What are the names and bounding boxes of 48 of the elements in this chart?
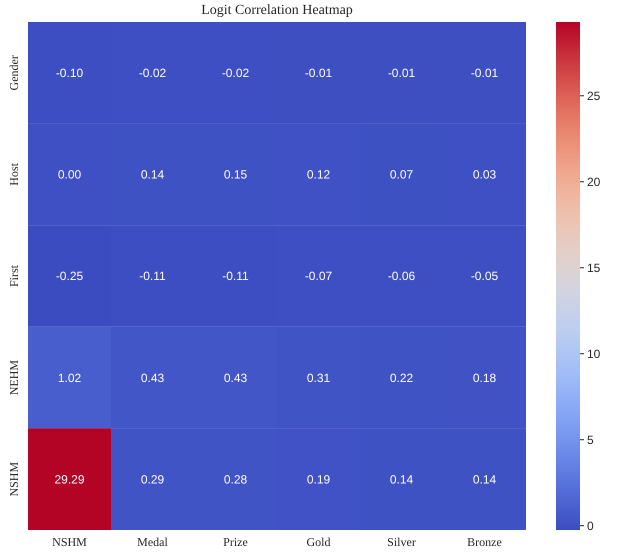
data-label: 0.18 (472, 370, 496, 385)
data-label: 0.00 (58, 168, 82, 182)
color-bar-label: 5 (587, 432, 594, 447)
data-label: 1.02 (58, 370, 82, 385)
data-label: 0.12 (306, 168, 330, 182)
data-label: 0.29 (140, 472, 164, 486)
color-bar-label: 15 (587, 260, 601, 275)
data-label: -0.05 (470, 269, 498, 284)
x-tick-label: Medal (137, 535, 168, 549)
data-label: -0.25 (56, 269, 84, 284)
data-label: -0.01 (388, 66, 416, 80)
data-label: 0.31 (306, 370, 330, 385)
data-label: -0.10 (56, 66, 84, 80)
data-label: 0.14 (390, 472, 414, 486)
x-tick-label: NSHM (52, 535, 88, 549)
data-label: 0.07 (390, 168, 414, 182)
data-label: 0.19 (306, 472, 330, 486)
data-label: -0.11 (222, 269, 250, 284)
y-tick-label: First (7, 264, 21, 288)
data-label: -0.11 (139, 269, 166, 284)
data-label: 0.28 (224, 472, 248, 486)
y-tick-label: Host (7, 162, 21, 186)
color-bar-label: 25 (587, 88, 601, 103)
data-label: -0.06 (388, 269, 416, 284)
data-label: 0.14 (140, 168, 164, 182)
data-label: 0.43 (224, 370, 248, 385)
data-label: -0.01 (470, 66, 498, 80)
color-bar-label: 0 (587, 518, 594, 533)
data-label: 29.29 (54, 472, 85, 486)
chart-title: Logit Correlation Heatmap (201, 3, 353, 18)
color-bar-label: 10 (587, 346, 601, 361)
data-label: -0.01 (304, 66, 332, 80)
y-tick-label: Gender (7, 55, 21, 90)
data-label: -0.02 (222, 66, 250, 80)
x-tick-label: Prize (223, 535, 248, 549)
color-bar-label: 20 (587, 174, 601, 189)
data-label: 0.03 (472, 168, 496, 182)
data-label: 0.43 (140, 370, 164, 385)
data-label: -0.07 (304, 269, 332, 284)
data-label: 0.14 (472, 472, 496, 486)
y-tick-label: NSHM (7, 462, 21, 497)
x-tick-label: Gold (306, 535, 330, 549)
data-label: -0.02 (138, 66, 166, 80)
data-label: 0.15 (224, 168, 248, 182)
data-label: 0.22 (390, 370, 414, 385)
x-tick-label: Bronze (467, 535, 502, 549)
x-tick-label: Silver (387, 535, 416, 549)
y-tick-label: NEHM (7, 360, 21, 396)
